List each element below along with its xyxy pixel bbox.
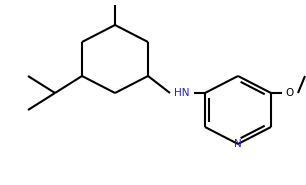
Text: O: O [286,88,294,98]
Text: HN: HN [174,88,190,98]
Text: N: N [234,139,242,149]
